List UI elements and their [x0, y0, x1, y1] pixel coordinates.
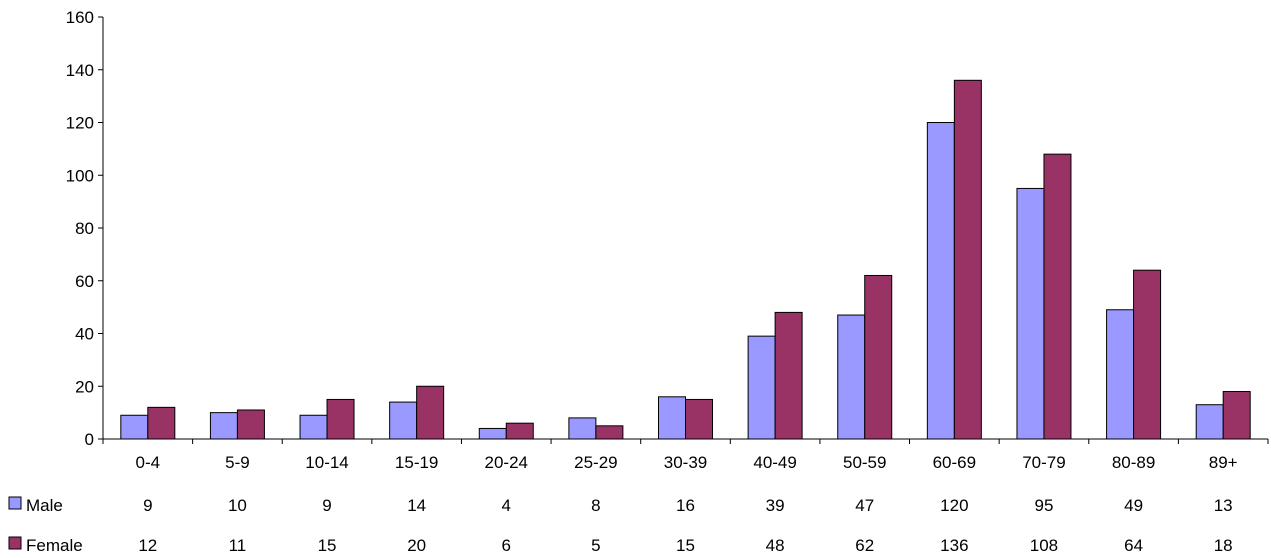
table-cell-male: 49: [1124, 496, 1143, 515]
x-tick-label: 10-14: [305, 453, 348, 472]
table-cell-female: 18: [1214, 536, 1233, 555]
legend-swatch-male: [8, 496, 22, 510]
bar-female-30-39: [685, 398, 713, 440]
table-cell-male: 13: [1214, 496, 1233, 515]
x-tick-label: 5-9: [225, 453, 250, 472]
table-cell-female: 15: [318, 536, 337, 555]
table-cell-male: 4: [502, 496, 511, 515]
bar-female-60-69: [953, 79, 982, 440]
y-tick-label: 120: [66, 114, 94, 133]
x-tick-label: 89+: [1209, 453, 1238, 472]
legend-label-male: Male: [26, 496, 63, 515]
bar-male-5-9: [209, 412, 238, 440]
bar-female-40-49: [774, 311, 803, 440]
bar-female-20-24: [505, 422, 534, 440]
bar-male-15-19: [389, 401, 418, 440]
x-tick-label: 30-39: [664, 453, 707, 472]
bar-male-20-24: [478, 427, 507, 440]
table-cell-female: 15: [676, 536, 695, 555]
bar-female-25-29: [595, 425, 624, 440]
table-cell-male: 47: [855, 496, 874, 515]
x-tick-label: 20-24: [485, 453, 528, 472]
table-cell-female: 108: [1030, 536, 1058, 555]
bar-male-60-69: [926, 122, 955, 440]
bar-male-40-49: [747, 335, 776, 440]
table-cell-female: 62: [855, 536, 874, 555]
bars: [120, 79, 1251, 440]
bar-female-70-79: [1043, 153, 1072, 440]
y-tick-label: 0: [85, 430, 94, 449]
table-cell-female: 20: [407, 536, 426, 555]
bar-female-0-4: [147, 406, 176, 440]
table-cell-female: 136: [940, 536, 968, 555]
y-tick-label: 60: [75, 272, 94, 291]
table-cell-male: 9: [143, 496, 152, 515]
legend-swatch-female: [8, 536, 22, 550]
table-cell-female: 5: [591, 536, 600, 555]
y-tick-label: 100: [66, 166, 94, 185]
x-tick-label: 0-4: [136, 453, 161, 472]
legend-label-female: Female: [26, 536, 83, 555]
table-cell-female: 6: [502, 536, 511, 555]
table-cell-female: 64: [1124, 536, 1143, 555]
bar-male-89+: [1195, 404, 1224, 440]
table-cell-male: 16: [676, 496, 695, 515]
x-tick-label: 15-19: [395, 453, 438, 472]
bar-female-80-89: [1133, 269, 1162, 440]
y-tick-label: 80: [75, 219, 94, 238]
bar-male-30-39: [658, 396, 686, 440]
x-tick-label: 80-89: [1112, 453, 1155, 472]
y-tick-label: 40: [75, 325, 94, 344]
bar-male-80-89: [1106, 309, 1135, 440]
table-cell-male: 9: [322, 496, 331, 515]
table-cell-male: 14: [407, 496, 426, 515]
bar-female-15-19: [416, 385, 445, 440]
table-cell-female: 12: [138, 536, 157, 555]
x-tick-label: 60-69: [933, 453, 976, 472]
y-tick-label: 160: [66, 8, 94, 27]
bar-female-5-9: [236, 409, 265, 440]
table-cell-male: 8: [591, 496, 600, 515]
bar-female-50-59: [864, 274, 893, 440]
table-cell-female: 48: [766, 536, 785, 555]
y-tick-label: 20: [75, 377, 94, 396]
bar-male-0-4: [120, 414, 149, 440]
bar-male-25-29: [568, 417, 597, 440]
table-cell-male: 10: [228, 496, 247, 515]
bar-female-10-14: [326, 398, 355, 440]
table-cell-male: 120: [940, 496, 968, 515]
y-axis: 0 20 40 60 80 100 120 140 160: [66, 8, 104, 449]
x-tick-label: 25-29: [574, 453, 617, 472]
table-cell-male: 95: [1035, 496, 1054, 515]
table-cell-male: 39: [766, 496, 785, 515]
bar-male-70-79: [1016, 187, 1045, 440]
x-tick-label: 40-49: [753, 453, 796, 472]
bar-female-89+: [1222, 391, 1251, 440]
y-tick-label: 140: [66, 61, 94, 80]
table-cell-female: 11: [229, 536, 247, 555]
bar-male-10-14: [299, 414, 328, 440]
x-axis: 0-4 5-9 10-14 15-19 20-24 25-29 30-39 40-49 50-5…: [102, 438, 1269, 472]
x-tick-label: 70-79: [1022, 453, 1065, 472]
x-tick-label: 50-59: [843, 453, 886, 472]
bar-male-50-59: [837, 314, 866, 440]
